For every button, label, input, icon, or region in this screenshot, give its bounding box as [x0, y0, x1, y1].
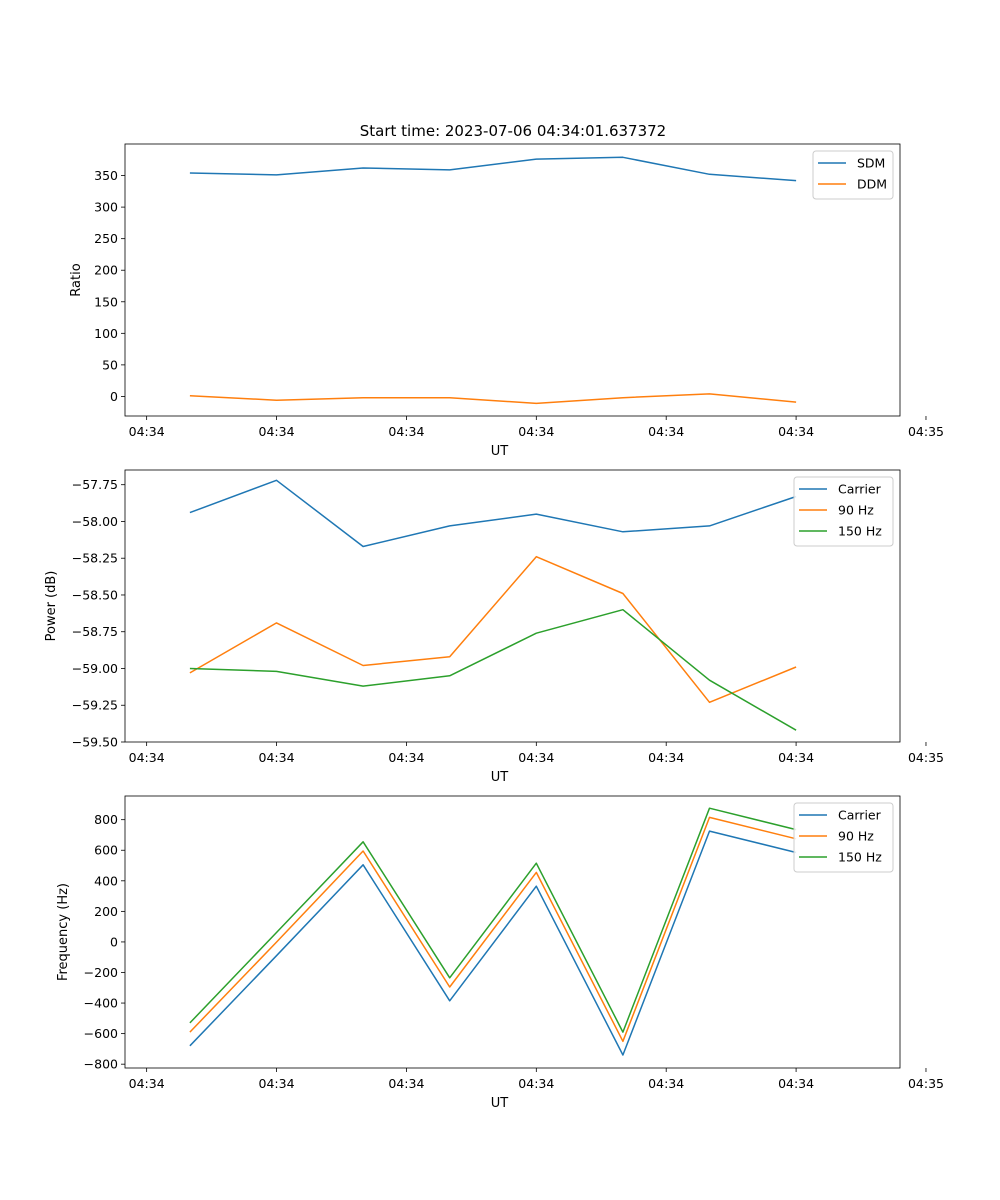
x-tick-label: 04:35	[908, 1076, 944, 1091]
y-tick-label: −57.75	[72, 477, 118, 492]
subplots: 04:34 04:34 04:34 04:34 04:34 04:34 04:35 0 50 10…	[44, 143, 944, 1111]
legend-label-sdm: SDM	[857, 156, 885, 171]
x-tick-label: 04:34	[388, 750, 424, 765]
y-tick-label: 100	[94, 326, 118, 341]
x-tick-label: 04:34	[518, 750, 554, 765]
legend-label-90-hz: 90 Hz	[838, 503, 874, 518]
subplot-3: 04:34 04:34 04:34 04:34 04:34 04:34 04:35 −800 −…	[56, 795, 944, 1111]
y-tick-label: 800	[94, 812, 118, 827]
x-tick-label: 04:34	[778, 750, 814, 765]
y-tick-label: −600	[84, 1026, 118, 1041]
legend-box	[793, 802, 894, 873]
axes-frame	[124, 143, 901, 417]
x-axis-label: UT	[491, 770, 509, 785]
y-tick-label: 600	[94, 843, 118, 858]
y-axis-label: Frequency (Hz)	[56, 883, 71, 981]
figure-title: Start time: 2023-07-06 04:34:01.637372	[360, 122, 666, 140]
x-tick-label: 04:34	[129, 750, 165, 765]
series-line-sdm	[189, 156, 797, 182]
subplot-1: 04:34 04:34 04:34 04:34 04:34 04:34 04:35 0 50 10…	[69, 143, 944, 459]
y-tick-label: −58.50	[72, 587, 118, 602]
legend-label-carrier: Carrier	[838, 808, 882, 823]
x-tick-label: 04:34	[388, 424, 424, 439]
x-tick-label: 04:34	[648, 1076, 684, 1091]
y-tick-label: 300	[94, 200, 118, 215]
y-tick-label: 0	[110, 389, 118, 404]
x-tick-label: 04:34	[259, 424, 295, 439]
y-tick-label: 50	[102, 357, 118, 372]
y-tick-label: 150	[94, 294, 118, 309]
y-tick-label: 200	[94, 904, 118, 919]
series-line-150-hz	[189, 807, 797, 1033]
x-tick-label: 04:34	[259, 1076, 295, 1091]
y-tick-label: 250	[94, 231, 118, 246]
x-tick-label: 04:34	[129, 1076, 165, 1091]
subplot-2: 04:34 04:34 04:34 04:34 04:34 04:34 04:35 −57.7…	[44, 469, 944, 785]
y-axis-label: Ratio	[69, 263, 84, 296]
legend-box	[793, 476, 894, 547]
x-axis-label: UT	[491, 444, 509, 459]
x-tick-label: 04:34	[648, 750, 684, 765]
x-tick-label: 04:34	[778, 424, 814, 439]
y-tick-label: −200	[84, 965, 118, 980]
y-tick-label: −58.00	[72, 514, 118, 529]
y-tick-label: 200	[94, 263, 118, 278]
y-tick-label: −59.00	[72, 661, 118, 676]
series-line-150-hz	[189, 608, 797, 731]
series-line-carrier	[189, 830, 797, 1056]
legend-label-90-hz: 90 Hz	[838, 829, 874, 844]
axes-frame	[124, 795, 901, 1069]
legend: SDM DDM	[812, 150, 894, 200]
x-tick-label: 04:34	[388, 1076, 424, 1091]
y-tick-label: −400	[84, 996, 118, 1011]
x-tick-label: 04:34	[648, 424, 684, 439]
legend-label-ddm: DDM	[857, 177, 887, 192]
legend: Carrier 90 Hz 150 Hz	[793, 802, 894, 873]
legend: Carrier 90 Hz 150 Hz	[793, 476, 894, 547]
y-tick-label: −59.50	[72, 735, 118, 750]
y-tick-label: −58.75	[72, 624, 118, 639]
series-group	[189, 479, 797, 731]
y-tick-label: 350	[94, 168, 118, 183]
x-tick-label: 04:34	[518, 1076, 554, 1091]
x-tick-label: 04:34	[778, 1076, 814, 1091]
series-line-ddm	[189, 393, 797, 405]
series-line-carrier	[189, 479, 797, 548]
legend-label-150-hz: 150 Hz	[838, 524, 882, 539]
legend-label-150-hz: 150 Hz	[838, 850, 882, 865]
series-line-90-hz	[189, 816, 797, 1043]
y-tick-label: −58.25	[72, 551, 118, 566]
legend-label-carrier: Carrier	[838, 482, 882, 497]
y-tick-label: 0	[110, 934, 118, 949]
x-tick-label: 04:34	[259, 750, 295, 765]
y-tick-label: −800	[84, 1057, 118, 1072]
series-line-90-hz	[189, 555, 797, 704]
x-tick-label: 04:34	[518, 424, 554, 439]
x-tick-label: 04:35	[908, 750, 944, 765]
x-tick-label: 04:34	[129, 424, 165, 439]
y-tick-label: −59.25	[72, 698, 118, 713]
axes-frame	[124, 469, 901, 743]
x-axis-label: UT	[491, 1096, 509, 1111]
y-tick-label: 400	[94, 873, 118, 888]
series-group	[189, 156, 797, 405]
series-group	[189, 807, 797, 1056]
x-tick-label: 04:35	[908, 424, 944, 439]
y-axis-label: Power (dB)	[44, 571, 59, 642]
